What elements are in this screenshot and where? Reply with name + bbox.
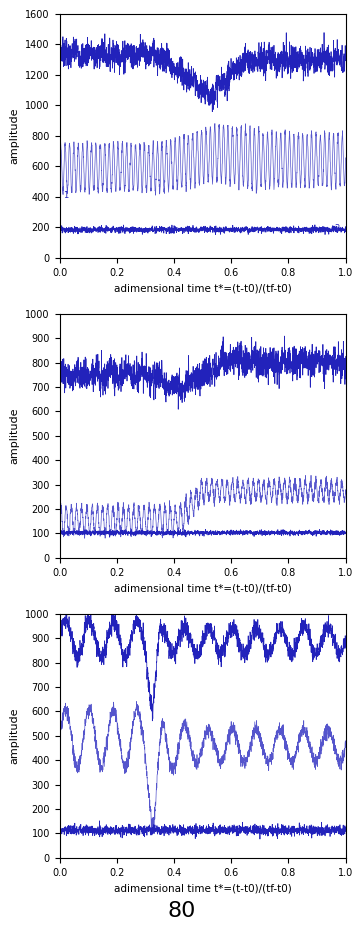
X-axis label: adimensional time t*=(t-t0)/(tf-t0): adimensional time t*=(t-t0)/(tf-t0) <box>114 283 291 294</box>
Text: 1: 1 <box>63 191 69 199</box>
Text: 80: 80 <box>167 901 196 920</box>
X-axis label: adimensional time t*=(t-t0)/(tf-t0): adimensional time t*=(t-t0)/(tf-t0) <box>114 883 291 894</box>
Y-axis label: amplitude: amplitude <box>10 407 20 464</box>
Text: 2: 2 <box>335 224 340 233</box>
Y-axis label: amplitude: amplitude <box>10 707 20 764</box>
X-axis label: adimensional time t*=(t-t0)/(tf-t0): adimensional time t*=(t-t0)/(tf-t0) <box>114 583 291 594</box>
Y-axis label: amplitude: amplitude <box>10 107 20 164</box>
